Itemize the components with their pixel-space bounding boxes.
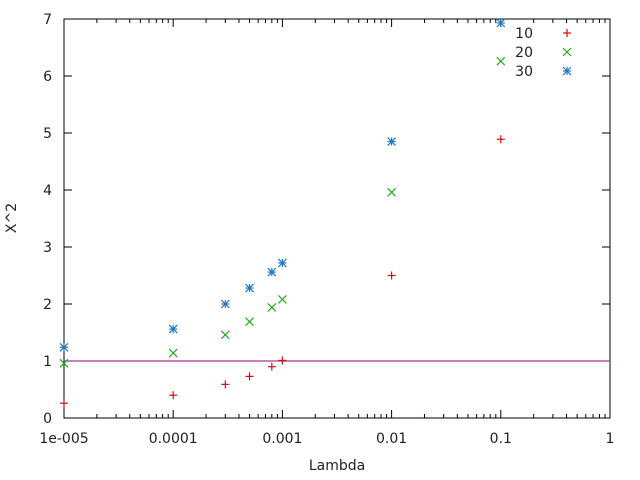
data-point-series-30: [168, 324, 178, 334]
data-point-series-10: [278, 356, 287, 365]
data-point-series-30: [220, 299, 230, 309]
data-markers: [59, 18, 506, 408]
data-point-series-20: [59, 358, 69, 368]
y-tick-label: 7: [43, 12, 52, 28]
legend-label: 20: [515, 45, 533, 61]
axis-tick-labels: 0 1 2 3 4 5 6 7 1e-005 0.0001 0.001 0.01 0.1 1: [39, 12, 614, 447]
data-point-series-10: [496, 135, 505, 144]
data-point-series-20: [168, 348, 178, 358]
data-point-series-20: [277, 295, 287, 304]
data-point-series-30: [387, 137, 397, 146]
y-tick-label: 6: [43, 69, 52, 85]
plot-area-frame: [63, 18, 611, 419]
legend-marker: [562, 66, 572, 76]
data-point-series-30: [59, 342, 69, 352]
legend-label: 30: [515, 64, 533, 80]
y-axis-label: X^2: [4, 203, 20, 233]
data-point-series-20: [220, 330, 230, 340]
data-point-series-10: [169, 391, 178, 400]
x-tick-label: 0.01: [376, 431, 407, 447]
data-point-series-20: [387, 187, 397, 197]
y-tick-label: 5: [43, 126, 52, 142]
data-point-series-30: [267, 267, 277, 277]
data-point-series-10: [60, 399, 68, 408]
data-point-series-20: [245, 317, 254, 327]
y-tick-label: 1: [43, 354, 52, 370]
y-tick-label: 3: [43, 240, 52, 256]
y-tick-label: 2: [43, 297, 52, 313]
data-point-series-10: [221, 380, 230, 389]
data-point-series-30: [277, 258, 287, 268]
data-point-series-20: [267, 302, 277, 312]
legend-marker: [563, 29, 571, 37]
x-tick-label: 0.0001: [149, 431, 198, 447]
y-tick-label: 0: [43, 411, 52, 427]
data-point-series-20: [496, 56, 506, 66]
x-tick-label: 1: [606, 431, 615, 447]
legend-label: 10: [515, 26, 533, 42]
x-tick-label: 0.001: [262, 431, 302, 447]
data-point-series-10: [245, 372, 254, 381]
x-tick-label: 0.1: [490, 431, 512, 447]
y-tick-label: 4: [43, 183, 52, 199]
x-tick-label: 1e-005: [39, 431, 88, 447]
data-point-series-30: [245, 283, 254, 293]
data-point-series-30: [496, 18, 506, 28]
data-point-series-10: [267, 362, 276, 371]
x-axis-label: Lambda: [309, 458, 365, 474]
legend-marker: [562, 47, 572, 57]
data-point-series-10: [387, 271, 396, 280]
legend: 10 20 30: [515, 26, 572, 80]
